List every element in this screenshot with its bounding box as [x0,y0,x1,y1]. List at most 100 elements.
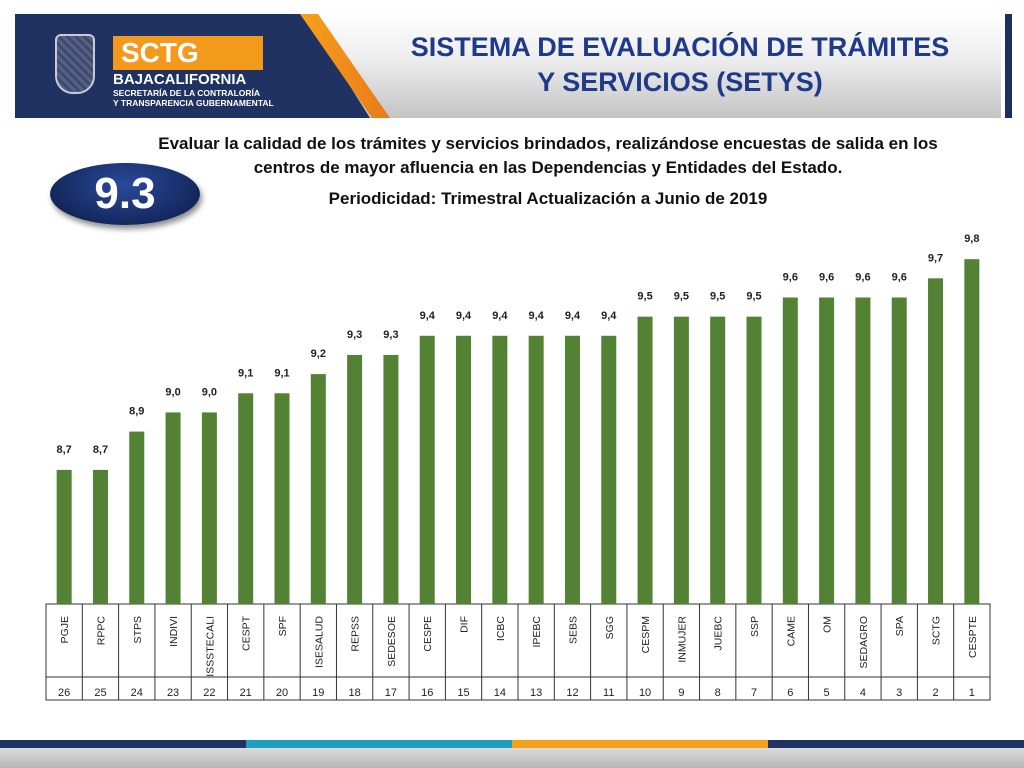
bar-CESPTE [964,259,980,604]
rank-label: 9 [678,687,684,699]
data-label: 9,1 [238,367,253,379]
bar-CESPE [419,335,435,604]
rank-label: 8 [715,687,721,699]
rank-label: 11 [603,687,614,699]
bar-PGJE [56,469,72,604]
bar-REPSS [347,354,363,604]
bar-OM [819,297,835,604]
rank-label: 18 [348,687,360,699]
rank-label: 2 [932,687,938,699]
header-banner: SCTG BAJACALIFORNIA SECRETARÍA DE LA CON… [15,14,1001,118]
data-label: 9,4 [456,310,472,322]
category-label: RPPC [95,616,107,646]
brand-badge: SCTG [113,36,263,70]
bar-DIF [456,335,472,604]
bar-SEDAGRO [855,297,871,604]
rank-label: 17 [385,687,397,699]
page-title-line2: Y SERVICIOS (SETYS) [537,67,823,97]
bar-SPF [274,393,290,604]
data-label: 9,6 [783,271,798,283]
bar-CAME [782,297,798,604]
rank-label: 20 [276,687,288,699]
header-accent-bar [1005,14,1012,118]
rank-label: 12 [566,687,578,699]
category-label: SPA [894,616,906,636]
data-label: 9,5 [637,291,652,303]
rank-label: 21 [240,687,252,699]
rank-label: 3 [896,687,902,699]
rank-label: 4 [860,687,866,699]
logo-panel: SCTG BAJACALIFORNIA SECRETARÍA DE LA CON… [15,14,370,118]
rank-label: 22 [203,687,215,699]
bar-CESPM [637,316,653,604]
description-line2: centros de mayor afluencia en las Depend… [253,158,843,177]
data-label: 9,0 [165,386,180,398]
periodicity-text: Periodicidad: Trimestral Actualización a… [328,189,768,208]
category-label: REPSS [350,616,362,652]
category-label: SGG [604,616,616,639]
rank-label: 5 [824,687,830,699]
data-label: 9,4 [601,310,617,322]
category-label: ISESALUD [313,616,325,668]
footer-stripe [0,740,1024,748]
rank-label: 10 [639,687,651,699]
category-label: INDIVI [168,616,180,647]
rank-label: 23 [167,687,179,699]
data-label: 8,7 [57,444,72,456]
category-label: INMUJER [676,616,688,663]
data-label: 9,5 [674,291,689,303]
rank-label: 13 [530,687,542,699]
rank-label: 14 [494,687,506,699]
data-label: 9,4 [492,310,508,322]
bar-INMUJER [673,316,689,604]
category-label: CESPM [640,616,652,653]
category-label: SEDESOE [386,616,398,667]
rank-label: 26 [58,687,70,699]
rank-label: 19 [312,687,324,699]
data-label: 9,0 [202,386,217,398]
bar-RPPC [92,469,108,604]
bar-ICBC [492,335,508,604]
category-label: CAME [785,616,797,646]
rank-label: 1 [969,687,975,699]
rank-label: 7 [751,687,757,699]
data-label: 9,6 [819,271,834,283]
rank-label: 24 [131,687,143,699]
bar-ISSSTECALI [201,412,217,604]
data-label: 9,6 [892,271,907,283]
category-label: JUEBC [713,616,725,651]
category-label: IPEBC [531,616,543,648]
bar-SSP [746,316,762,604]
rank-label: 6 [787,687,793,699]
category-label: SEDAGRO [858,616,870,669]
category-label: ISSSTECALI [204,616,216,677]
data-label: 9,4 [420,310,436,322]
data-label: 9,3 [347,329,362,341]
indicator-badge: 9.3 [50,163,200,225]
category-label: PGJE [59,616,71,643]
rank-label: 15 [457,687,469,699]
bar-INDIVI [165,412,181,604]
indicator-description: Evaluar la calidad de los trámites y ser… [88,132,1008,180]
category-label: SSP [749,616,761,637]
data-label: 9,2 [311,348,326,360]
data-label: 9,6 [855,271,870,283]
data-label: 9,1 [274,367,289,379]
data-label: 8,7 [93,444,108,456]
category-label: ICBC [495,616,507,642]
bar-SCTG [928,278,944,604]
brand-subtitle-line1: SECRETARÍA DE LA CONTRALORÍA [113,88,261,98]
bar-IPEBC [528,335,544,604]
brand-subtitle-line2: Y TRANSPARENCIA GUBERNAMENTAL [113,98,274,108]
data-label: 9,4 [529,310,545,322]
category-label: CESPTE [967,616,979,658]
data-label: 8,9 [129,406,144,418]
rank-label: 16 [421,687,433,699]
footer-band [0,748,1024,768]
data-label: 9,4 [565,310,581,322]
category-label: DIF [459,616,471,633]
rank-label: 25 [94,687,106,699]
brand-subtitle: SECRETARÍA DE LA CONTRALORÍA Y TRANSPARE… [113,88,303,108]
data-label: 9,5 [746,291,761,303]
